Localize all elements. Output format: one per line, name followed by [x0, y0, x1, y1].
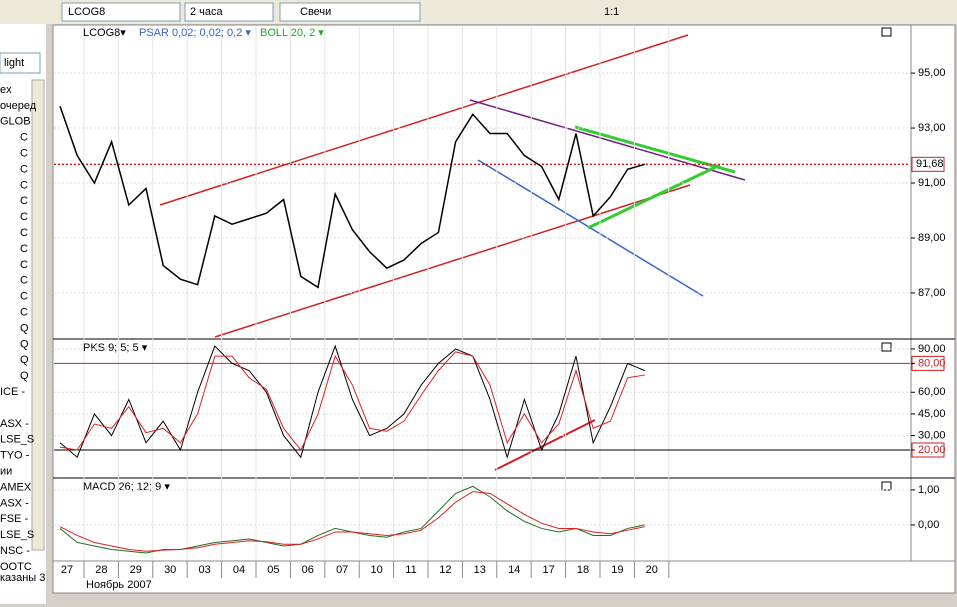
style-box[interactable]: [279, 2, 421, 22]
x-tick-label: 17: [542, 564, 554, 576]
interval-box[interactable]: [184, 2, 274, 22]
sidebar-item: C: [20, 243, 28, 255]
zoom[interactable]: 1:1: [604, 6, 619, 18]
indicator-label: PKS 9; 5; 5 ▾: [83, 342, 148, 354]
x-tick-label: 18: [577, 564, 589, 576]
y-tick-label: 0,00: [918, 519, 939, 531]
sidebar-item: Q: [20, 370, 29, 382]
sidebar-item: C: [20, 132, 28, 144]
panel-button[interactable]: [881, 27, 892, 37]
series-line: [59, 491, 645, 552]
sidebar-item: OOTC: [0, 561, 32, 573]
x-tick-label: 12: [439, 564, 451, 576]
sidebar-item: C: [20, 179, 28, 191]
x-tick-label: 30: [164, 564, 176, 576]
trend-line[interactable]: [214, 184, 691, 338]
sidebar-item: C: [20, 195, 28, 207]
indicator-label: MACD 26; 12; 9 ▾: [83, 481, 170, 493]
y-tick-label: 1,00: [918, 484, 939, 496]
sidebar-item: C: [20, 227, 28, 239]
x-tick-label: 28: [95, 564, 107, 576]
trend-line[interactable]: [469, 99, 746, 181]
indicator-label: LCOG8▾: [83, 27, 126, 39]
series-line: [59, 351, 645, 451]
sidebar-item: очеред: [0, 100, 37, 112]
sidebar-item: Q: [20, 354, 29, 366]
sidebar-item: C: [20, 163, 28, 175]
sidebar-item: NSC -: [0, 545, 30, 557]
x-tick-label: 07: [336, 564, 348, 576]
sidebar-item: C: [20, 211, 28, 223]
y-tick-label: 60,00: [918, 386, 946, 398]
trend-line[interactable]: [587, 163, 721, 230]
scrollbar[interactable]: [31, 79, 45, 551]
sidebar-item: ex: [0, 84, 12, 96]
sidebar-item: TYO -: [0, 450, 30, 462]
y-tick-label: 89,00: [918, 232, 946, 244]
time-axis: [52, 560, 956, 594]
x-tick-label: 19: [611, 564, 623, 576]
filter: light: [4, 57, 24, 69]
sidebar-item: AMEX: [0, 481, 32, 493]
y-tick-label: 20,00: [918, 444, 946, 456]
x-tick-label: 13: [474, 564, 486, 576]
sidebar-item: FSE -: [0, 513, 28, 525]
x-tick-label: 04: [233, 564, 245, 576]
x-tick-label: 29: [130, 564, 142, 576]
x-tick-label: 06: [302, 564, 314, 576]
filter-box[interactable]: [0, 52, 41, 74]
x-tick-label: 10: [370, 564, 382, 576]
interval: 2 часа: [190, 6, 224, 18]
sidebar-item: ASX -: [0, 497, 29, 509]
y-tick-label: 90,00: [918, 343, 946, 355]
sidebar-item: Q: [20, 338, 29, 350]
sidebar-footer: казаны 3: [0, 572, 45, 584]
month-label: Ноябрь 2007: [86, 579, 152, 591]
sidebar-item: ASX -: [0, 418, 29, 430]
sidebar-item: LSE_S: [0, 529, 34, 541]
y-tick-label: 87,00: [918, 287, 946, 299]
indicator-label: PSAR 0,02; 0,02; 0,2 ▾: [139, 27, 251, 39]
sidebar-item: C: [20, 275, 28, 287]
last-price-label: 91,68: [916, 158, 944, 170]
sidebar-item: Q: [20, 322, 29, 334]
indicator-label: BOLL 20, 2 ▾: [260, 27, 324, 39]
sidebar-item: C: [20, 307, 28, 319]
y-tick-label: 93,00: [918, 122, 946, 134]
chart-style: Свечи: [300, 6, 331, 18]
symbol: LCOG8: [68, 6, 105, 18]
y-tick-label: 80,00: [918, 357, 946, 369]
y-tick-label: 45,00: [918, 408, 946, 420]
series-line: [59, 105, 646, 289]
panel-button[interactable]: [881, 342, 892, 352]
sidebar-item: GLOB: [0, 116, 31, 128]
sidebar-item: LSE_S: [0, 434, 34, 446]
symbol-box[interactable]: [61, 2, 181, 22]
trend-line[interactable]: [494, 419, 596, 471]
sidebar-item: C: [20, 148, 28, 160]
sidebar-item: C: [20, 291, 28, 303]
x-tick-label: 11: [405, 564, 416, 576]
x-tick-label: 14: [508, 564, 520, 576]
sidebar-item: ICE -: [0, 386, 25, 398]
sidebar-item: C: [20, 259, 28, 271]
x-tick-label: 05: [267, 564, 279, 576]
x-tick-label: 03: [198, 564, 210, 576]
trend-line[interactable]: [574, 125, 736, 174]
sidebar-item: ии: [0, 466, 12, 478]
y-tick-label: 30,00: [918, 429, 946, 441]
x-tick-label: 27: [61, 564, 73, 576]
y-tick-label: 95,00: [918, 67, 946, 79]
series-line: [59, 344, 645, 459]
y-tick-label: 91,00: [918, 177, 946, 189]
x-tick-label: 20: [646, 564, 658, 576]
last-price-box: [911, 156, 945, 172]
